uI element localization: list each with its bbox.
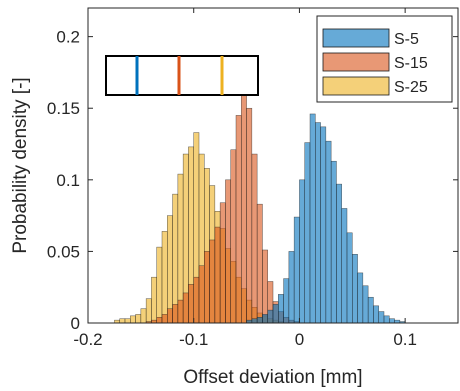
bar-s-5 [278,294,284,324]
bar-s-5 [267,309,274,324]
bar-s-5 [330,160,337,324]
y-tick-label: 0 [71,314,80,333]
bar-s-15 [225,179,231,324]
bar-s-15 [204,251,210,324]
legend-label: S-25 [394,79,428,96]
bar-s-15 [219,202,226,324]
bar-s-5 [304,142,311,324]
legend-swatch [322,52,390,72]
bar-s-5 [251,318,258,324]
inset-box [105,55,259,96]
bar-s-15 [156,317,163,324]
bar-s-5 [346,232,353,324]
bar-s-5 [341,208,348,324]
bar-s-5 [309,113,316,324]
bar-s-5 [320,126,327,324]
x-tick-label: -0.2 [73,330,102,349]
bar-s-25 [119,318,126,324]
bar-s-15 [235,115,242,324]
bar-s-15 [262,249,268,324]
bar-s-5 [367,296,374,324]
y-axis-title: Probability density [-] [10,77,31,253]
bar-s-5 [325,140,332,324]
bar-s-15 [209,239,216,324]
bar-s-25 [167,215,173,324]
bar-s-25 [161,231,168,324]
y-tick-label: 0.15 [47,99,80,118]
bar-s-5 [389,318,395,324]
x-tick-label: -0.1 [179,330,208,349]
y-tick-label: 0.2 [56,28,80,47]
bar-s-15 [193,276,200,324]
bar-s-15 [188,284,194,324]
bar-s-15 [198,265,205,324]
bar-s-15 [241,79,247,324]
bar-s-5 [299,179,305,324]
bar-s-15 [214,226,221,324]
bar-s-25 [140,308,147,324]
bar-s-5 [352,254,358,324]
bar-s-25 [156,246,163,324]
bar-s-15 [246,107,253,324]
legend-label: S-15 [394,55,428,72]
legend-swatch [322,76,390,96]
inset-diagram [105,55,259,96]
legend: S-5 S-15 S-25 [316,15,453,103]
bar-s-5 [283,278,290,324]
bars-layer [114,79,406,324]
bar-s-5 [315,122,321,324]
bar-s-25 [135,314,142,324]
bar-s-5 [383,315,390,324]
ticks-layer: -0.2 -0.1 0 0.1 0 0.05 0.1 0.15 0.2 [47,8,458,349]
bar-s-25 [145,298,152,324]
bar-s-25 [172,193,179,324]
bar-s-15 [230,149,237,324]
bar-s-25 [124,318,131,324]
y-tick-label: 0.1 [56,171,80,190]
bar-s-15 [172,304,179,324]
bar-s-5 [272,304,279,324]
legend-label: S-5 [394,31,419,48]
x-tick-label: 0 [295,330,304,349]
bar-s-25 [130,315,136,324]
bar-s-15 [167,308,173,324]
bar-s-5 [262,314,268,324]
bar-s-25 [151,276,157,324]
bar-s-5 [256,317,263,324]
legend-swatch [322,28,390,48]
bar-s-15 [182,292,189,324]
bar-s-5 [373,305,379,324]
bar-s-15 [251,153,258,324]
bar-s-5 [288,251,295,324]
bar-s-5 [336,183,342,324]
y-tick-label: 0.05 [47,242,80,261]
bar-s-5 [293,216,300,324]
plot-frame [87,7,459,324]
bar-s-5 [362,285,369,324]
x-axis-title: Offset deviation [mm] [183,367,362,388]
bar-s-15 [177,299,184,324]
bar-s-5 [378,311,385,324]
bar-s-15 [161,314,168,324]
series-s-15 [145,79,300,324]
bar-s-15 [256,203,263,324]
bar-s-5 [357,272,364,324]
x-tick-label: 0.1 [393,330,417,349]
